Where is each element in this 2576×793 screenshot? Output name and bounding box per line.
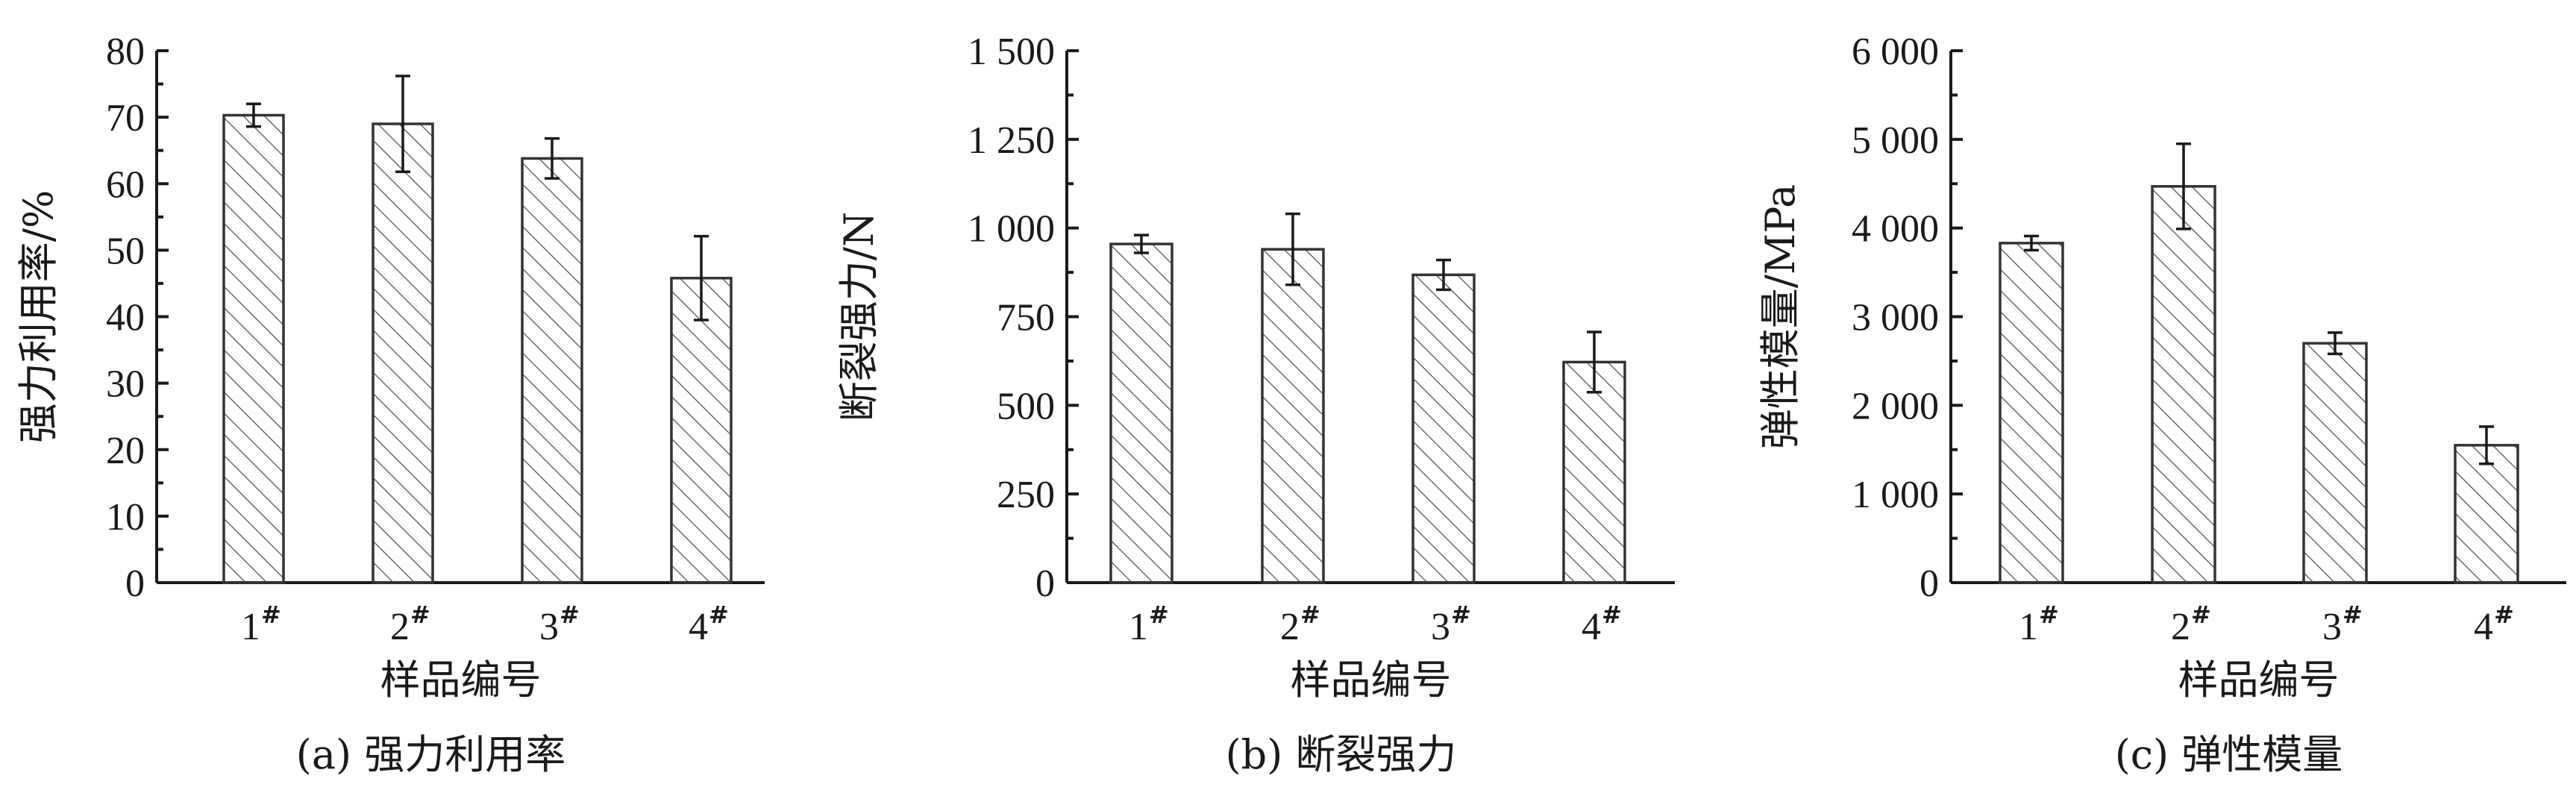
x-axis-title: 样品编号: [1291, 656, 1452, 703]
y-tick-label: 0: [1920, 562, 1939, 605]
x-tick-label: 3: [2322, 606, 2342, 648]
y-tick-label: 250: [997, 474, 1055, 516]
x-tick-label: 1: [241, 606, 260, 648]
panel-caption: (c) 弹性模量: [2115, 731, 2343, 778]
x-tick-superscript: #: [261, 601, 281, 629]
panel-caption: (b) 断裂强力: [1226, 731, 1457, 778]
x-tick-superscript: #: [560, 601, 580, 629]
y-tick-label: 1 250: [968, 119, 1055, 162]
bar-3: [521, 157, 583, 584]
y-tick-label: 70: [106, 97, 145, 140]
y-tick-label: 4 000: [1852, 208, 1939, 251]
y-tick-label: 20: [106, 430, 145, 472]
y-axis-title: 弹性模量/MPa: [1757, 184, 1804, 450]
x-tick-superscript: #: [1149, 601, 1169, 629]
x-tick-superscript: #: [2342, 601, 2363, 629]
bar-2: [2151, 185, 2216, 584]
y-tick-label: 3 000: [1852, 297, 1939, 339]
y-tick-label: 1 000: [1852, 474, 1939, 516]
y-tick-label: 10: [106, 496, 145, 539]
bar-2: [1261, 248, 1325, 584]
x-tick-label: 1: [2019, 606, 2038, 648]
bar-1: [222, 113, 285, 584]
y-tick-label: 40: [106, 297, 145, 339]
x-tick-superscript: #: [1300, 601, 1320, 629]
y-tick-label: 0: [125, 562, 145, 605]
bar-1: [1109, 242, 1173, 584]
bar-3: [2302, 342, 2368, 584]
y-axis-title: 强力利用率/%: [15, 190, 62, 444]
y-tick-label: 50: [106, 230, 145, 272]
x-tick-label: 4: [1582, 606, 1601, 648]
y-tick-label: 6 000: [1852, 31, 1939, 73]
y-tick-label: 30: [106, 363, 145, 406]
y-tick-label: 1 000: [968, 208, 1055, 251]
bar-4: [2454, 444, 2519, 584]
x-tick-label: 4: [689, 606, 708, 648]
bar-4: [1562, 360, 1626, 584]
x-tick-label: 2: [1280, 606, 1300, 648]
x-tick-label: 2: [2171, 606, 2190, 648]
x-tick-superscript: #: [2494, 601, 2514, 629]
y-axis-title: 断裂强力/N: [836, 212, 883, 421]
bar-3: [1411, 273, 1476, 584]
y-tick-label: 2 000: [1852, 385, 1939, 427]
bar-1: [1999, 242, 2064, 584]
x-tick-label: 1: [1129, 606, 1148, 648]
y-tick-label: 750: [997, 297, 1055, 339]
y-tick-label: 1 500: [968, 31, 1055, 73]
x-tick-label: 3: [539, 606, 559, 648]
x-tick-superscript: #: [1451, 601, 1471, 629]
y-tick-label: 60: [106, 163, 145, 206]
x-tick-label: 2: [390, 606, 410, 648]
x-tick-superscript: #: [1602, 601, 1622, 629]
x-axis-title: 样品编号: [2178, 656, 2340, 703]
x-axis-title: 样品编号: [380, 656, 542, 703]
x-tick-label: 3: [1431, 606, 1450, 648]
x-tick-label: 4: [2474, 606, 2493, 648]
y-tick-label: 80: [106, 31, 145, 73]
x-tick-superscript: #: [2191, 601, 2211, 629]
y-tick-label: 5 000: [1852, 119, 1939, 162]
x-tick-superscript: #: [709, 601, 729, 629]
bar-2: [372, 122, 434, 584]
bar-4: [670, 277, 733, 584]
x-tick-superscript: #: [410, 601, 430, 629]
y-tick-label: 0: [1035, 562, 1055, 605]
panel-caption: (a) 强力利用率: [296, 731, 566, 778]
x-tick-superscript: #: [2039, 601, 2059, 629]
y-tick-label: 500: [997, 385, 1055, 427]
